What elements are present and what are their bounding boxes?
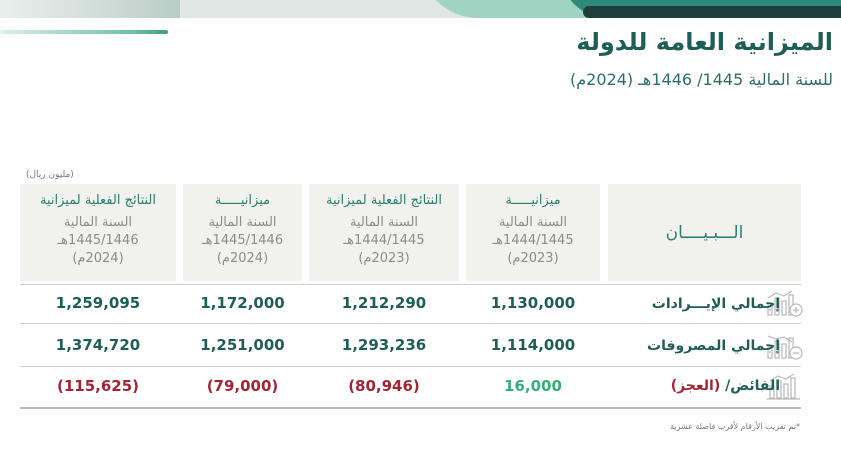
column-header-budget-2024: ميزانيـــــة السنة المالية 1445/1446هـ (…: [183, 184, 302, 281]
column-header-subtitle: السنة المالية: [498, 215, 568, 230]
banner-photo: [0, 0, 180, 18]
column-header-year-hijri: 1444/1445هـ: [492, 233, 574, 248]
column-header-subtitle: السنة المالية: [63, 215, 133, 230]
table-cell: (115,625): [56, 377, 140, 395]
column-header-year-hijri: 1445/1446هـ: [201, 233, 284, 248]
column-header-subtitle: السنة المالية: [208, 215, 277, 230]
table-divider: [20, 323, 801, 324]
column-header-title: النتائج الفعلية لميزانية: [40, 193, 156, 208]
page-title: الميزانية العامة للدولة: [576, 28, 833, 56]
row-label-deficit: (العجز): [670, 378, 726, 394]
table-cell: 1,172,000: [200, 294, 285, 312]
table-cell: 1,293,236: [341, 336, 427, 354]
accent-line: [0, 30, 168, 34]
column-header-title: ميزانيـــــة: [214, 193, 271, 208]
column-header-title: ميزانيـــــة: [505, 193, 561, 208]
table-cell: 1,212,290: [341, 294, 427, 312]
column-header-year-hijri: 1444/1445هـ: [343, 233, 425, 248]
column-header-year-gregorian: (2024م): [216, 251, 269, 266]
table-cell: 1,130,000: [490, 294, 576, 312]
page-subtitle: للسنة المالية 1445/ 1446هـ (2024م): [570, 70, 833, 89]
table-cell: 1,374,720: [55, 336, 141, 354]
row-label-balance: الفائض/ (العجز): [671, 378, 780, 394]
column-header-actual-2024: النتائج الفعلية لميزانية السنة المالية 1…: [20, 184, 176, 281]
table-cell: (80,946): [348, 377, 420, 395]
table-cell: 1,259,095: [55, 294, 141, 312]
banner-bar: [583, 6, 841, 18]
balance-chart-icon: [764, 372, 804, 402]
column-header-actual-2023: النتائج الفعلية لميزانية السنة المالية 1…: [309, 184, 459, 281]
row-label-expenses: إجمالي المصروفات: [647, 338, 780, 354]
unit-label: (مليون ريال): [26, 170, 74, 180]
table-cell: 1,251,000: [200, 336, 285, 354]
row-label-revenue: إجمالي الإيـــرادات: [651, 296, 780, 312]
column-header-title: النتائج الفعلية لميزانية: [326, 193, 442, 208]
table-cell: 1,114,000: [490, 336, 576, 354]
row-label-surplus: الفائض/: [725, 378, 780, 394]
column-header-year-gregorian: (2023م): [507, 251, 559, 266]
column-header-year-hijri: 1445/1446هـ: [57, 233, 139, 248]
expense-chart-minus-icon: [764, 332, 804, 362]
table-bottom-border: [20, 407, 801, 409]
revenue-chart-plus-icon: [764, 289, 804, 319]
table-divider: [20, 284, 801, 285]
column-header-budget-2023: ميزانيـــــة السنة المالية 1444/1445هـ (…: [466, 184, 600, 281]
table-cell: 16,000: [504, 377, 562, 395]
table-divider: [20, 366, 801, 367]
table-cell: (79,000): [206, 377, 279, 395]
label-column-header: الـــبـيــــان: [608, 184, 801, 281]
column-header-year-gregorian: (2024م): [72, 251, 124, 266]
label-column-header-text: الـــبـيــــان: [665, 222, 744, 243]
top-banner: [0, 0, 841, 18]
column-header-subtitle: السنة المالية: [349, 215, 419, 230]
footnote: *تم تقريب الأرقام لأقرب فاصلة عشرية: [669, 422, 800, 431]
column-header-year-gregorian: (2023م): [358, 251, 410, 266]
